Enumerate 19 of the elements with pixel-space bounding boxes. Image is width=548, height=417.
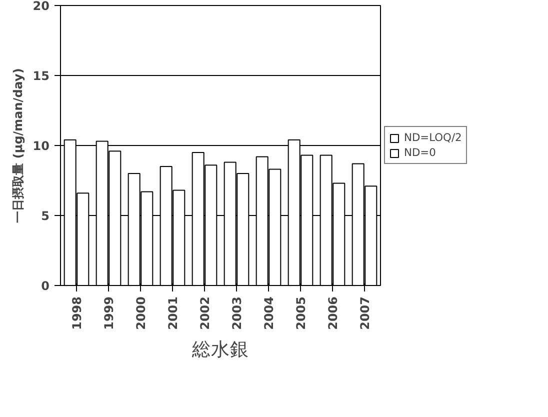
y-tick-label: 5 [41,209,50,223]
legend-label: ND=0 [404,146,436,159]
x-tick-label: 2007 [358,296,372,330]
x-tick-label: 1998 [70,296,84,330]
text: 総水銀 [191,340,249,360]
y-tick-label: 10 [32,139,50,153]
x-tick-label: 2005 [294,296,308,330]
x-tick-label: 2001 [166,296,180,330]
x-tick-label: 2003 [230,296,244,330]
y-tick-label: 0 [41,279,50,293]
y-tick-label: 20 [32,0,50,13]
y-axis-title: 一日摂取量 (μg/man/day) [10,68,25,223]
x-tick-label: 2004 [262,296,276,330]
y-tick-label: 15 [32,69,50,83]
x-tick-label: 2000 [134,296,148,330]
legend-label: ND=LOQ/2 [404,131,462,144]
x-tick-label: 2002 [198,296,212,330]
x-tick-label: 2006 [326,296,340,330]
x-tick-label: 1999 [102,296,116,330]
